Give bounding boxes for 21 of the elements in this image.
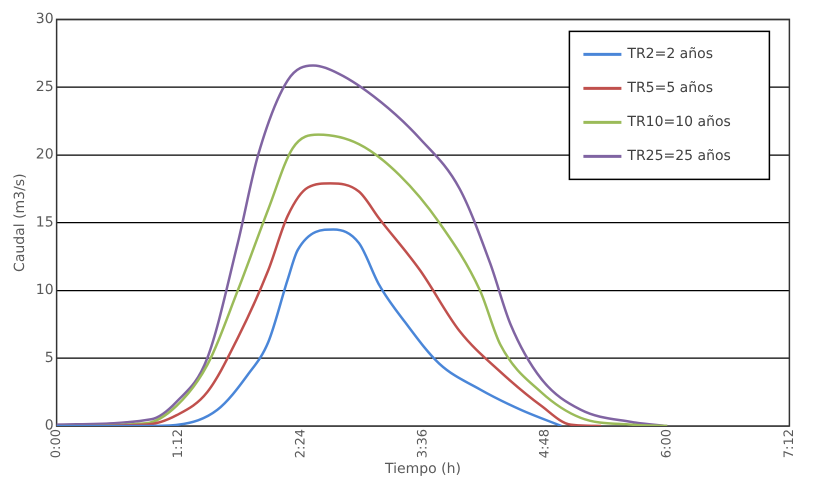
y-tick-label: 30	[36, 11, 54, 28]
x-tick-label: 1:12	[171, 429, 186, 458]
legend-label: TR10=10 años	[626, 114, 731, 130]
y-axis-title: Caudal (m3/s)	[12, 173, 28, 272]
legend-label: TR2=2 años	[626, 46, 713, 62]
y-tick-label: 20	[36, 146, 54, 163]
x-axis-title: Tiempo (h)	[384, 461, 461, 478]
line-series	[56, 182, 602, 426]
x-tick-label: 2:24	[293, 429, 308, 458]
line-series	[56, 228, 563, 426]
x-tick-label: 7:12	[782, 429, 797, 458]
x-tick-label: 0:00	[48, 429, 64, 458]
legend-label: TR5=5 años	[626, 80, 713, 96]
y-tick-label: 25	[36, 78, 54, 95]
legend-label: TR25=25 años	[626, 148, 731, 164]
x-tick-label: 3:36	[415, 429, 430, 458]
y-tick-label: 15	[36, 214, 54, 230]
y-tick-label: 10	[36, 282, 54, 298]
x-tick-label: 4:48	[538, 429, 553, 458]
y-tick-label: 5	[44, 350, 54, 366]
x-tick-label: 6:00	[660, 429, 675, 458]
